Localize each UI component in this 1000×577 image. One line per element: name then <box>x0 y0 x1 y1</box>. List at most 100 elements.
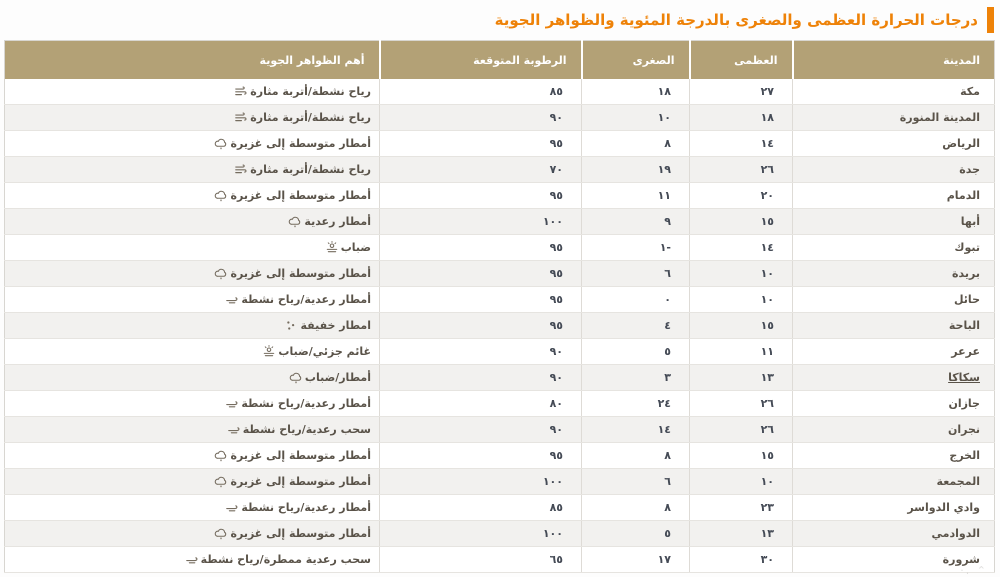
city-name: أبها <box>960 215 980 228</box>
max-temp-value: ٢٣ <box>689 494 793 521</box>
city-name: الدمام <box>946 189 980 202</box>
humidity-value: ٨٠ <box>379 390 582 417</box>
rain-cloud-icon <box>289 371 303 385</box>
city-cell: المدينة المنورة <box>792 104 995 131</box>
city-cell: تبوك <box>792 234 995 261</box>
city-name: شرورة <box>942 553 980 566</box>
table-row: جازان ٢٦ ٢٤ ٨٠ أمطار رعدية/رياح نشطة <box>4 390 995 417</box>
city-cell: بريدة <box>792 260 995 287</box>
phenomena-text: سحب رعدية/رياح نشطة <box>242 423 371 436</box>
max-temp-value: ١٥ <box>689 312 793 339</box>
humidity-value: ٩٠ <box>379 104 582 131</box>
max-temp-value: ٢٦ <box>689 156 793 183</box>
wind-swoosh-icon <box>225 501 239 515</box>
page-title: درجات الحرارة العظمى والصغرى بالدرجة الم… <box>494 11 978 29</box>
table-row: المجمعة ١٠ ٦ ١٠٠ أمطار متوسطة إلى غزيرة <box>4 468 995 495</box>
watermark: ⌃ .· <box>960 564 988 577</box>
city-name: المدينة المنورة <box>899 111 980 124</box>
phenomena-cell: رياح نشطة/أتربة مثارة <box>4 79 380 105</box>
city-name: الباحة <box>948 319 980 332</box>
min-temp-value: ٣ <box>581 364 690 391</box>
min-temp-value: ١٠ <box>581 104 690 131</box>
city-cell: أبها <box>792 208 995 235</box>
phenomena-text: أمطار رعدية <box>304 215 371 228</box>
humidity-value: ٩٥ <box>379 312 582 339</box>
col-header-max-temp: العظمى <box>688 40 793 79</box>
max-temp-value: ١٠ <box>689 260 793 287</box>
phenomena-text: أمطار رعدية/رياح نشطة <box>241 501 371 514</box>
table-row: بريدة ١٠ ٦ ٩٥ أمطار متوسطة إلى غزيرة <box>4 260 995 287</box>
city-cell: حائل <box>792 286 995 313</box>
table-row: نجران ٢٦ ١٤ ٩٠ سحب رعدية/رياح نشطة <box>4 416 995 443</box>
table-row: حائل ١٠ ٠ ٩٥ أمطار رعدية/رياح نشطة <box>4 286 995 313</box>
phenomena-text: رياح نشطة/أتربة مثارة <box>250 163 371 176</box>
light-rain-icon <box>284 319 298 333</box>
table-row: الرياض ١٤ ٨ ٩٥ أمطار متوسطة إلى غزيرة <box>4 130 995 157</box>
phenomena-cell: أمطار متوسطة إلى غزيرة <box>4 520 380 547</box>
city-name: نجران <box>947 423 980 436</box>
phenomena-text: أمطار رعدية/رياح نشطة <box>241 293 371 306</box>
city-cell: وادي الدواسر <box>792 494 995 521</box>
rain-cloud-icon <box>214 449 228 463</box>
city-cell: عرعر <box>792 338 995 365</box>
min-temp-value: ١٤ <box>581 416 690 443</box>
phenomena-cell: أمطار متوسطة إلى غزيرة <box>4 442 380 469</box>
max-temp-value: ١٨ <box>689 104 793 131</box>
fog-icon <box>325 241 339 255</box>
humidity-value: ٩٠ <box>379 338 582 365</box>
city-cell: نجران <box>792 416 995 443</box>
city-cell: الباحة <box>792 312 995 339</box>
min-temp-value: ١٧ <box>581 546 690 573</box>
humidity-value: ٩٥ <box>379 182 582 209</box>
phenomena-cell: أمطار رعدية/رياح نشطة <box>4 494 380 521</box>
city-name: الخرج <box>949 449 980 462</box>
table-row: مكة ٢٧ ١٨ ٨٥ رياح نشطة/أتربة مثارة <box>4 79 995 105</box>
max-temp-value: ١٥ <box>689 442 793 469</box>
phenomena-cell: أمطار متوسطة إلى غزيرة <box>4 182 380 209</box>
phenomena-text: غائم جزئي/ضباب <box>278 345 371 358</box>
city-name: تبوك <box>954 241 980 254</box>
city-cell: الخرج <box>792 442 995 469</box>
humidity-value: ٩٥ <box>379 260 582 287</box>
city-name: مكة <box>960 85 980 98</box>
phenomena-cell: امطار خفيفة <box>4 312 380 339</box>
wind-swoosh-icon <box>225 397 239 411</box>
city-name: جازان <box>948 397 980 410</box>
humidity-value: ١٠٠ <box>379 208 582 235</box>
min-temp-value: ٨ <box>581 442 690 469</box>
col-header-city: المدينة <box>791 40 995 79</box>
table-row: الدمام ٢٠ ١١ ٩٥ أمطار متوسطة إلى غزيرة <box>4 182 995 209</box>
max-temp-value: ١١ <box>689 338 793 365</box>
min-temp-value: ٠ <box>581 286 690 313</box>
phenomena-cell: ضباب <box>4 234 380 261</box>
humidity-value: ٨٥ <box>379 494 582 521</box>
humidity-value: ٧٠ <box>379 156 582 183</box>
rain-cloud-icon <box>288 215 302 229</box>
city-cell: الرياض <box>792 130 995 157</box>
city-name: وادي الدواسر <box>907 501 980 514</box>
wind-lines-icon <box>234 85 248 99</box>
table-row: وادي الدواسر ٢٣ ٨ ٨٥ أمطار رعدية/رياح نش… <box>4 494 995 521</box>
min-temp-value: ٦ <box>581 260 690 287</box>
phenomena-cell: أمطار رعدية/رياح نشطة <box>4 390 380 417</box>
wind-swoosh-icon <box>185 553 199 567</box>
phenomena-text: أمطار متوسطة إلى غزيرة <box>230 475 371 488</box>
table-row: الدوادمي ١٣ ٥ ١٠٠ أمطار متوسطة إلى غزيرة <box>4 520 995 547</box>
wind-lines-icon <box>234 163 248 177</box>
title-accent-bar <box>987 7 994 33</box>
min-temp-value: ٨ <box>581 130 690 157</box>
max-temp-value: ٢٧ <box>689 79 793 105</box>
humidity-value: ٨٥ <box>379 79 582 105</box>
fog-icon <box>262 345 276 359</box>
max-temp-value: ١٠ <box>689 468 793 495</box>
humidity-value: ٩٠ <box>379 364 582 391</box>
max-temp-value: ١٠ <box>689 286 793 313</box>
humidity-value: ٩٥ <box>379 286 582 313</box>
wind-swoosh-icon <box>225 293 239 307</box>
min-temp-value: ١٩ <box>581 156 690 183</box>
city-name: عرعر <box>951 345 980 358</box>
min-temp-value: ١١ <box>581 182 690 209</box>
phenomena-text: رياح نشطة/أتربة مثارة <box>250 85 371 98</box>
min-temp-value: ٩ <box>581 208 690 235</box>
min-temp-value: ٤ <box>581 312 690 339</box>
